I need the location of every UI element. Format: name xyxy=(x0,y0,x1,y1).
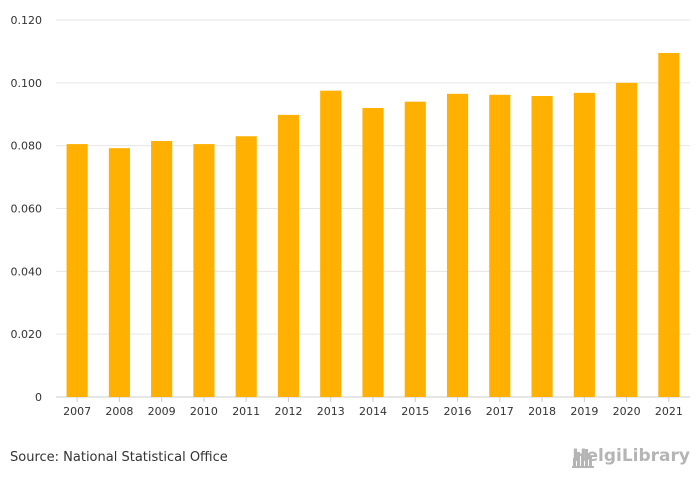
y-tick-label: 0.040 xyxy=(11,265,43,278)
y-tick-label: 0.060 xyxy=(11,203,43,216)
bar-2021[interactable] xyxy=(658,52,680,398)
bar-2009[interactable] xyxy=(151,140,173,397)
bar-2014[interactable] xyxy=(362,107,384,397)
y-tick-label: 0.120 xyxy=(11,14,43,27)
bar-2020[interactable] xyxy=(616,82,638,397)
x-tick-label: 2018 xyxy=(528,405,556,418)
source-note: Source: National Statistical Office xyxy=(10,450,228,465)
y-tick-label: 0.020 xyxy=(11,328,43,341)
bar-2017[interactable] xyxy=(489,94,511,397)
x-tick-label: 2009 xyxy=(148,405,176,418)
bar-2015[interactable] xyxy=(404,101,426,397)
x-tick-label: 2017 xyxy=(486,405,514,418)
bar-2010[interactable] xyxy=(193,144,215,397)
x-tick-label: 2016 xyxy=(444,405,472,418)
x-tick-label: 2010 xyxy=(190,405,218,418)
x-tick-label: 2011 xyxy=(232,405,260,418)
y-tick-label: 0.100 xyxy=(11,77,43,90)
x-tick-label: 2012 xyxy=(274,405,302,418)
x-tick-label: 2014 xyxy=(359,405,387,418)
x-tick-label: 2021 xyxy=(655,405,683,418)
bar-2008[interactable] xyxy=(108,148,130,397)
y-tick-label: 0 xyxy=(35,391,42,404)
x-tick-label: 2020 xyxy=(613,405,641,418)
x-tick-label: 2013 xyxy=(317,405,345,418)
x-tick-label: 2015 xyxy=(401,405,429,418)
bar-2011[interactable] xyxy=(235,136,257,397)
bar-2012[interactable] xyxy=(277,114,300,398)
x-tick-label: 2008 xyxy=(105,405,133,418)
bar-chart: 0 0.020 0.040 0.060 0.080 0.100 0.120 2007 2008 2… xyxy=(11,14,690,418)
x-tick-label: 2007 xyxy=(63,405,91,418)
logo-text: HelgiLibrary xyxy=(572,446,690,466)
bar-2013[interactable] xyxy=(320,90,342,397)
bar-2007[interactable] xyxy=(66,144,88,397)
x-tick-label: 2019 xyxy=(570,405,598,418)
bar-2018[interactable] xyxy=(531,96,553,398)
bar-2016[interactable] xyxy=(446,93,469,398)
helgi-library-logo[interactable]: HelgiLibrary xyxy=(572,446,690,468)
bar-2019[interactable] xyxy=(573,92,595,398)
city-skyline-icon xyxy=(572,449,595,468)
y-tick-label: 0.080 xyxy=(11,140,43,153)
